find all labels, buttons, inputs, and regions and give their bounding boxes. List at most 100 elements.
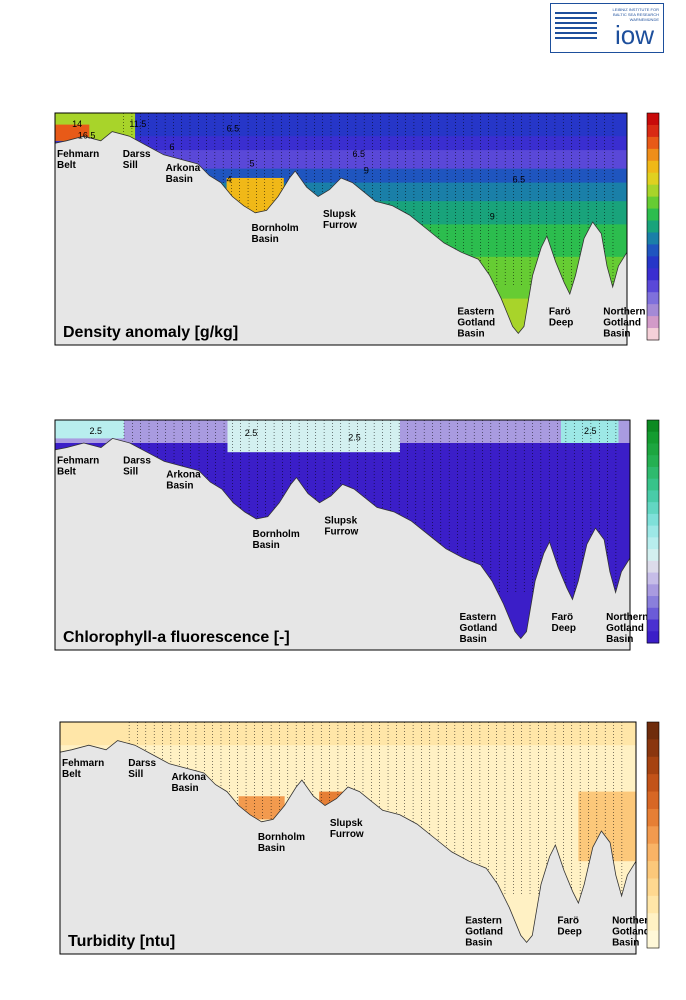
legend-swatch [647,878,659,897]
turb-layer [60,722,636,746]
basin-label: Basin [171,783,198,794]
contour-label: 14 [72,119,82,129]
basin-label: Arkona [171,772,206,783]
turb-layer [238,796,285,820]
legend-frame [646,419,660,644]
legend-swatch [647,826,659,845]
basin-label: Eastern [465,916,502,927]
legend-swatch [647,292,659,305]
legend-swatch [647,619,659,632]
legend-swatch [647,148,659,162]
legend-swatch [647,791,659,810]
legend-swatch [647,572,659,585]
bathymetry-line [54,437,631,640]
legend-swatch [647,502,659,515]
legend-swatch [647,525,659,538]
legend-swatch [647,455,659,468]
basin-label: Slupsk [330,818,363,829]
legend-swatch [647,160,659,174]
contour-label: 2.5 [245,428,258,438]
basin-label: Belt [62,769,82,780]
legend-swatch [647,208,659,222]
legend-frame [646,721,660,949]
logo-subtitle: LEIBNIZ INSTITUTE FOR BALTIC SEA RESEARC… [612,7,659,22]
bathymetry-line [59,740,637,944]
basin-label: Fehmarn [57,456,99,467]
contour-label: 11.5 [129,119,146,129]
basin-label: Fehmarn [57,149,99,160]
contour-label: 2.5 [348,433,361,443]
contour-label: 6.5 [513,175,526,185]
basin-label: Basin [465,938,492,949]
basin-label: Bornholm [253,529,300,540]
basin-label: Eastern [457,307,494,318]
legend-swatch [647,607,659,621]
panel-title: Turbidity [ntu] [68,933,175,950]
legend-swatch [647,631,659,644]
basin-label: Deep [549,318,573,329]
basin-label: Belt [57,160,77,171]
basin-label: Gotland [460,623,498,634]
color-legend [646,419,660,644]
basin-label: Gotland [465,927,503,938]
contour-label: 6.5 [352,149,365,159]
basin-label: Basin [166,480,193,491]
contour-label: 6 [169,142,174,152]
basin-label: Darss [123,456,151,467]
density-layer [55,113,627,138]
legend-swatch [647,549,659,562]
legend-swatch [647,774,659,793]
color-legend [646,721,660,949]
legend-swatch [647,596,659,609]
legend-swatch [647,843,659,862]
chl-layer [561,420,619,443]
chl-layer [55,420,124,439]
legend-swatch [647,513,659,527]
basin-label: Basin [253,540,280,551]
logo-graphic [555,12,597,48]
legend-swatch [647,895,659,914]
panel-title: Density anomaly [g/kg] [63,324,238,341]
basin-label: Sill [123,467,138,478]
basin-label: Farö [549,307,571,318]
bathymetry-line [54,131,628,335]
legend-swatch [647,466,659,480]
legend-swatch [647,328,659,341]
basin-label: Darss [123,149,151,160]
legend-swatch [647,244,659,257]
iow-logo: LEIBNIZ INSTITUTE FOR BALTIC SEA RESEARC… [550,3,664,53]
legend-swatch [647,443,659,456]
legend-swatch [647,560,659,574]
contour-label: 9 [364,165,369,175]
legend-swatch [647,478,659,491]
legend-swatch [647,808,659,827]
basin-label: Slupsk [324,515,357,526]
legend-swatch [647,930,659,949]
basin-label: Northern [612,916,654,927]
legend-swatch [647,490,659,503]
basin-label: Basin [603,329,630,340]
basin-label: Deep [552,623,576,634]
basin-label: Basin [606,634,633,645]
logo-word: iow [615,20,655,50]
legend-swatch [647,304,659,317]
contour-label: 4 [227,175,232,185]
basin-label: Furrow [324,526,358,537]
legend-swatch [647,113,659,126]
legend-swatch [647,431,659,444]
legend-swatch [647,220,659,233]
basin-label: Basin [612,938,639,949]
panel-title: Chlorophyll-a fluorescence [-] [63,629,290,646]
panel-frame [54,112,628,346]
contour-label: 9 [490,212,495,222]
legend-swatch [647,184,659,198]
legend-swatch [647,537,659,550]
basin-label: Deep [557,927,581,938]
basin-label: Eastern [460,612,497,623]
legend-swatch [647,196,659,210]
basin-label: Gotland [612,927,650,938]
